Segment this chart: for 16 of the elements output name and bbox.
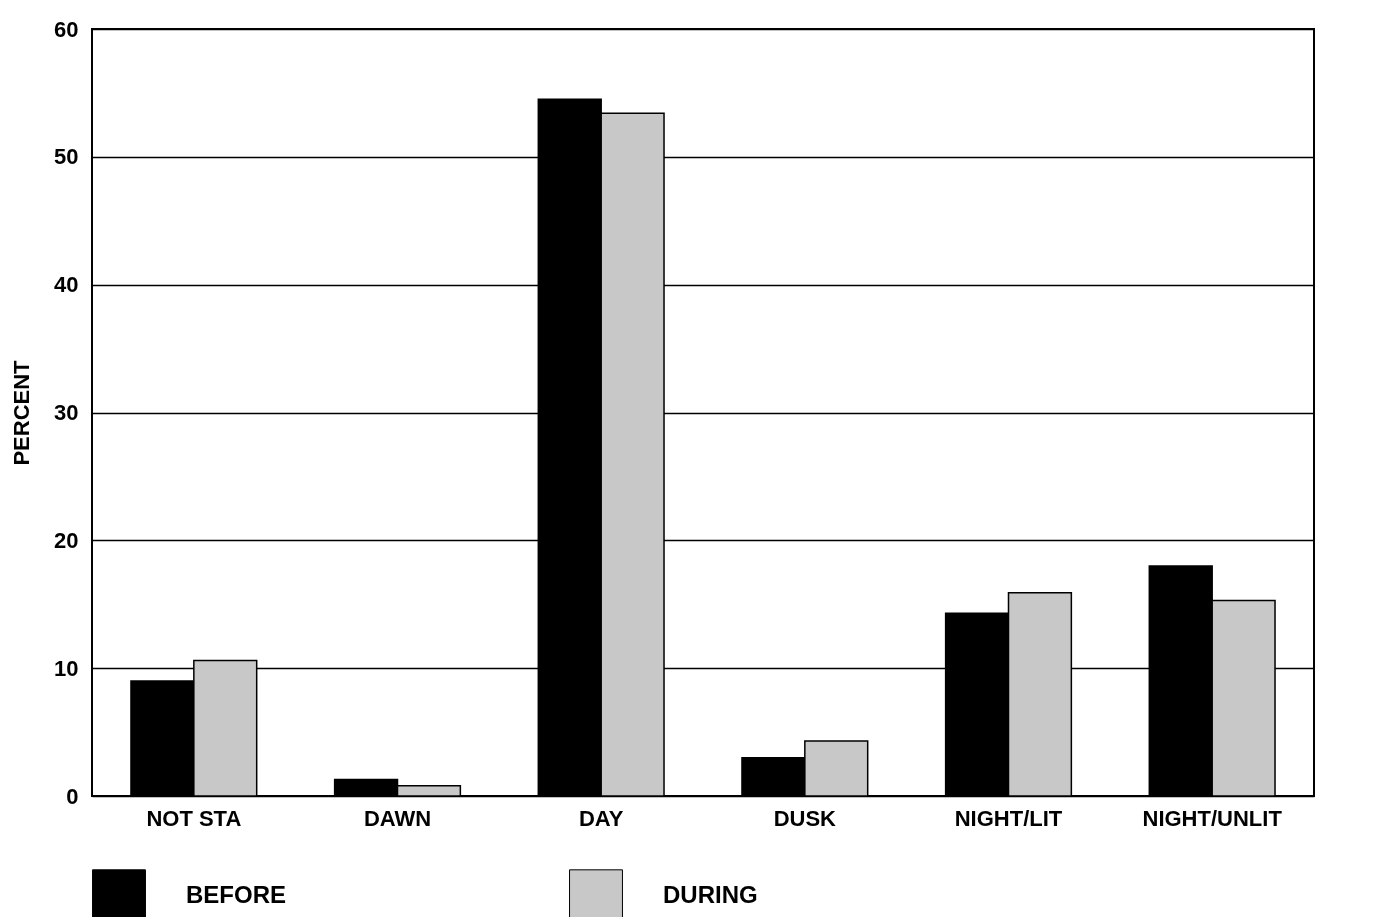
x-tick-label: NOT STA (146, 805, 242, 831)
y-tick-label: 0 (66, 783, 79, 809)
legend-label: DURING (663, 881, 758, 909)
y-tick-label: 40 (54, 272, 79, 298)
y-tick-label: 60 (54, 16, 79, 42)
x-tick-label: NIGHT/LIT (954, 805, 1063, 831)
x-tick-label: DAWN (363, 805, 432, 831)
y-tick-label: 10 (54, 655, 79, 681)
x-tick-label: DAY (578, 805, 624, 831)
y-tick-label: 20 (54, 527, 79, 553)
x-tick-label: NIGHT/UNLIT (1142, 805, 1283, 831)
legend-label: BEFORE (186, 881, 287, 909)
y-tick-label: 30 (54, 400, 79, 425)
y-axis-title: PERCENT (9, 359, 35, 466)
x-tick-label: DUSK (773, 805, 837, 831)
y-tick-label: 50 (54, 144, 79, 170)
